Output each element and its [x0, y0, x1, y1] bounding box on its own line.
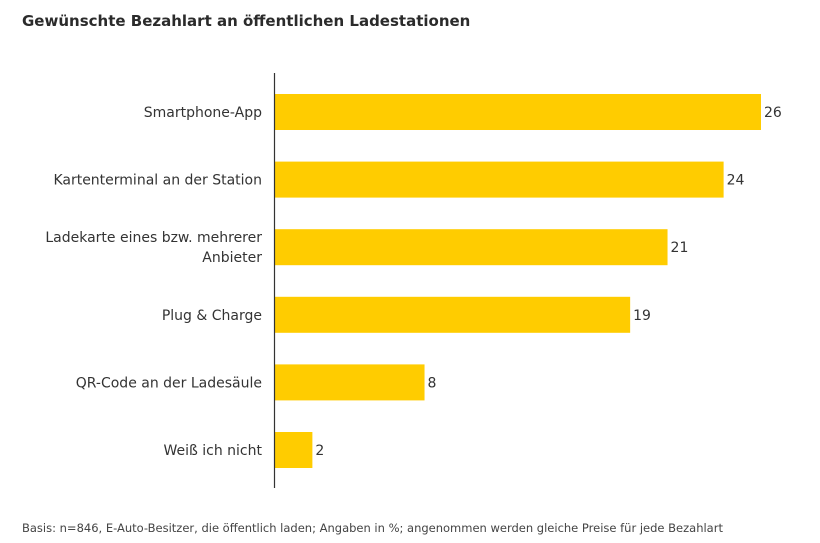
chart-title: Gewünschte Bezahlart an öffentlichen Lad… [22, 12, 471, 30]
bar-2 [275, 161, 724, 198]
category-label-5: QR-Code an der Ladesäule [76, 375, 262, 391]
value-label-3: 21 [671, 240, 689, 256]
category-label-4: Plug & Charge [162, 308, 262, 324]
value-label-1: 26 [764, 105, 782, 121]
bar-3 [275, 229, 668, 266]
value-label-2: 24 [727, 173, 745, 189]
value-label-5: 8 [428, 375, 437, 391]
category-label-2: Kartenterminal an der Station [53, 173, 262, 189]
bar-4 [275, 296, 631, 333]
category-label-1: Smartphone-App [144, 105, 262, 121]
value-label-4: 19 [633, 308, 651, 324]
bars-group: 26 Smartphone-App 24 Kartenterminal an der … [45, 94, 782, 468]
category-label-3: Ladekarte eines bzw. mehrerer Anbieter [45, 230, 262, 266]
value-label-6: 2 [315, 443, 324, 459]
bar-6 [275, 432, 313, 468]
bar-5 [275, 364, 425, 401]
footnote: Basis: n=846, E-Auto-Besitzer, die öffen… [22, 521, 723, 535]
bar-1 [275, 94, 761, 130]
category-label-6: Weiß ich nicht [163, 443, 262, 459]
